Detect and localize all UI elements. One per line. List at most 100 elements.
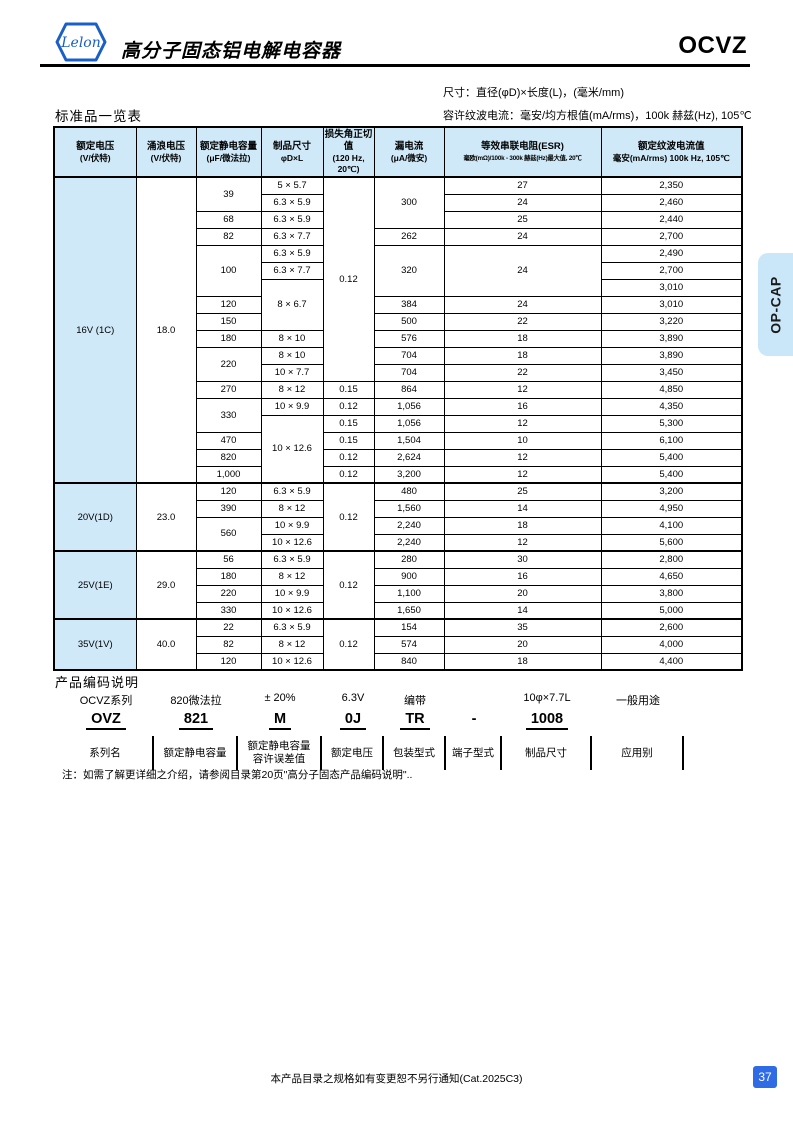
spec-cell: 220 (195, 584, 262, 603)
spec-cell: 5,400 (600, 448, 743, 467)
spec-cell: 3,200 (373, 465, 445, 484)
part-code-column: - 端子型式 (446, 692, 502, 770)
spec-cell: 2,700 (600, 261, 743, 280)
part-code-note: 注：如需了解更详细之介绍，请参阅目录第20页"高分子固态产品编码说明".. (62, 769, 413, 781)
spec-cell: 68 (195, 210, 262, 229)
spec-cell: 180 (195, 567, 262, 586)
spec-table-row: 180 8 × 10 576 18 3,890 (54, 329, 743, 348)
spec-table-row: 6.3 × 7.7 2,700 (54, 261, 743, 280)
spec-cell: 40.0 (135, 618, 197, 671)
spec-cell: 4,950 (600, 499, 743, 518)
spec-cell: 220 (195, 346, 262, 382)
spec-table-body: 16V (1C) 18.0 39 5 × 5.7 0.12 300 27 2,350 6.3 ×… (53, 176, 743, 671)
standard-table-title: 标准品一览表 (55, 109, 142, 124)
spec-cell: 3,450 (600, 363, 743, 382)
spec-cell: 2,600 (600, 618, 743, 637)
part-code-value: OVZ (58, 711, 154, 736)
spec-cell: 0.15 (322, 380, 375, 399)
spec-cell: 864 (373, 380, 445, 399)
spec-cell: 82 (195, 227, 262, 246)
spec-cell: 20V(1D) (53, 482, 137, 552)
spec-cell: 27 (443, 176, 602, 195)
spec-cell: 262 (373, 227, 445, 246)
spec-cell: 6.3 × 5.9 (260, 193, 324, 212)
part-code-meaning: 一般用途 (616, 695, 660, 707)
part-code-field-label: 系列名 (58, 736, 154, 770)
spec-table-row: 82 6.3 × 7.7 262 24 2,700 (54, 227, 743, 246)
spec-table-row: 20V(1D) 23.0 120 6.3 × 5.9 0.12 480 25 3,200 (53, 482, 743, 552)
spec-cell: 6.3 × 5.9 (260, 244, 324, 263)
spec-cell: 10 (443, 431, 602, 450)
spec-cell: 18 (443, 652, 602, 671)
op-cap-tab-label: OP-CAP (767, 275, 784, 334)
part-code-value: TR (384, 711, 446, 736)
spec-cell: 384 (373, 295, 445, 314)
spec-cell: 120 (195, 482, 262, 501)
spec-cell: 8 × 6.7 (260, 278, 324, 331)
spec-cell: 480 (373, 482, 445, 501)
footer-notice: 本产品目录之规格如有变更恕不另行通知(Cat.2025C3) (270, 1073, 523, 1085)
part-code-meaning: 10φ×7.7L (523, 692, 571, 704)
part-code-value: 821 (154, 711, 238, 736)
spec-cell: 20 (443, 584, 602, 603)
spec-cell: 2,490 (600, 244, 743, 263)
col-header-capacitance: 额定静电容量 (μF/微法拉) (195, 126, 262, 178)
spec-table-row: 10 × 12.6 0.15 1,056 12 5,300 (54, 414, 743, 484)
spec-cell: 4,400 (600, 652, 743, 671)
spec-table: 额定电压 (V/伏特) 涌浪电压 (V/伏特) 额定静电容量 (μF/微法拉) 制品尺… (53, 126, 743, 671)
part-code-meaning: 编带 (404, 695, 426, 707)
spec-cell: 840 (373, 652, 445, 671)
spec-cell: 6.3 × 7.7 (260, 227, 324, 246)
part-code-field-label: 额定电压 (322, 736, 384, 770)
spec-table-row: 10 × 12.6 2,240 12 5,600 (54, 533, 743, 552)
spec-cell: 120 (195, 652, 262, 671)
dimension-note: 尺寸：直径(φD)×长度(L)，(毫米/mm) (443, 87, 624, 99)
spec-cell: 10 × 9.9 (260, 397, 324, 416)
part-code-column: 6.3V 0J 额定电压 (322, 692, 384, 770)
spec-cell: 10 × 7.7 (260, 363, 324, 382)
spec-cell: 3,200 (600, 482, 743, 501)
spec-cell: 22 (443, 363, 602, 382)
spec-cell: 320 (373, 244, 445, 297)
spec-cell: 20 (443, 635, 602, 654)
spec-cell: 3,010 (600, 278, 743, 297)
spec-cell: 1,650 (373, 601, 445, 620)
col-header-leakage-current: 漏电流 (μA/微安) (373, 126, 445, 178)
spec-cell: 1,056 (373, 414, 445, 433)
spec-cell: 12 (443, 448, 602, 467)
part-code-value: M (238, 711, 322, 736)
spec-cell: 10 × 9.9 (260, 516, 324, 535)
spec-cell: 8 × 12 (260, 380, 324, 399)
spec-cell: 820 (195, 448, 262, 467)
spec-cell: 0.15 (322, 431, 375, 450)
col-header-tan-delta: 损失角正切值 (120 Hz, 20℃) (322, 126, 375, 178)
spec-cell: 25 (443, 210, 602, 229)
part-code-meaning: OCVZ系列 (79, 695, 133, 707)
spec-cell: 18 (443, 516, 602, 535)
lelon-logo-icon: Lelon (55, 22, 107, 62)
col-header-ripple-current: 额定纹波电流值 毫安(mA/rms) 100k Hz, 105℃ (600, 126, 743, 178)
spec-cell: 56 (195, 550, 262, 569)
series-name: OCVZ (678, 32, 747, 59)
col-header-esr: 等效串联电阻(ESR) 毫欧(mΩ)/100k - 300k 赫兹(Hz)最大值,… (443, 126, 602, 178)
part-code-meaning: ± 20% (264, 692, 296, 704)
spec-cell: 10 × 12.6 (260, 652, 324, 671)
spec-cell: 0.12 (322, 448, 375, 467)
part-code-column: 一般用途 应用别 (592, 692, 684, 770)
part-code-field-label: 应用别 (592, 736, 684, 770)
spec-cell: 10 × 12.6 (260, 601, 324, 620)
spec-cell: 1,000 (195, 465, 262, 484)
part-code-column: 编带 TR 包装型式 (384, 692, 446, 770)
spec-cell: 704 (373, 363, 445, 382)
spec-cell: 12 (443, 533, 602, 552)
spec-cell: 39 (195, 176, 262, 212)
spec-cell: 2,460 (600, 193, 743, 212)
spec-table-row: 25V(1E) 29.0 56 6.3 × 5.9 0.12 280 30 2,800 (53, 550, 743, 620)
col-header-case-size: 制品尺寸 φD×L (260, 126, 324, 178)
col-header-rated-voltage: 额定电压 (V/伏特) (53, 126, 137, 178)
spec-cell: 8 × 12 (260, 499, 324, 518)
part-code-value: - (471, 711, 477, 727)
spec-cell: 29.0 (135, 550, 197, 620)
part-code-value: 0J (322, 711, 384, 736)
spec-cell: 154 (373, 618, 445, 637)
